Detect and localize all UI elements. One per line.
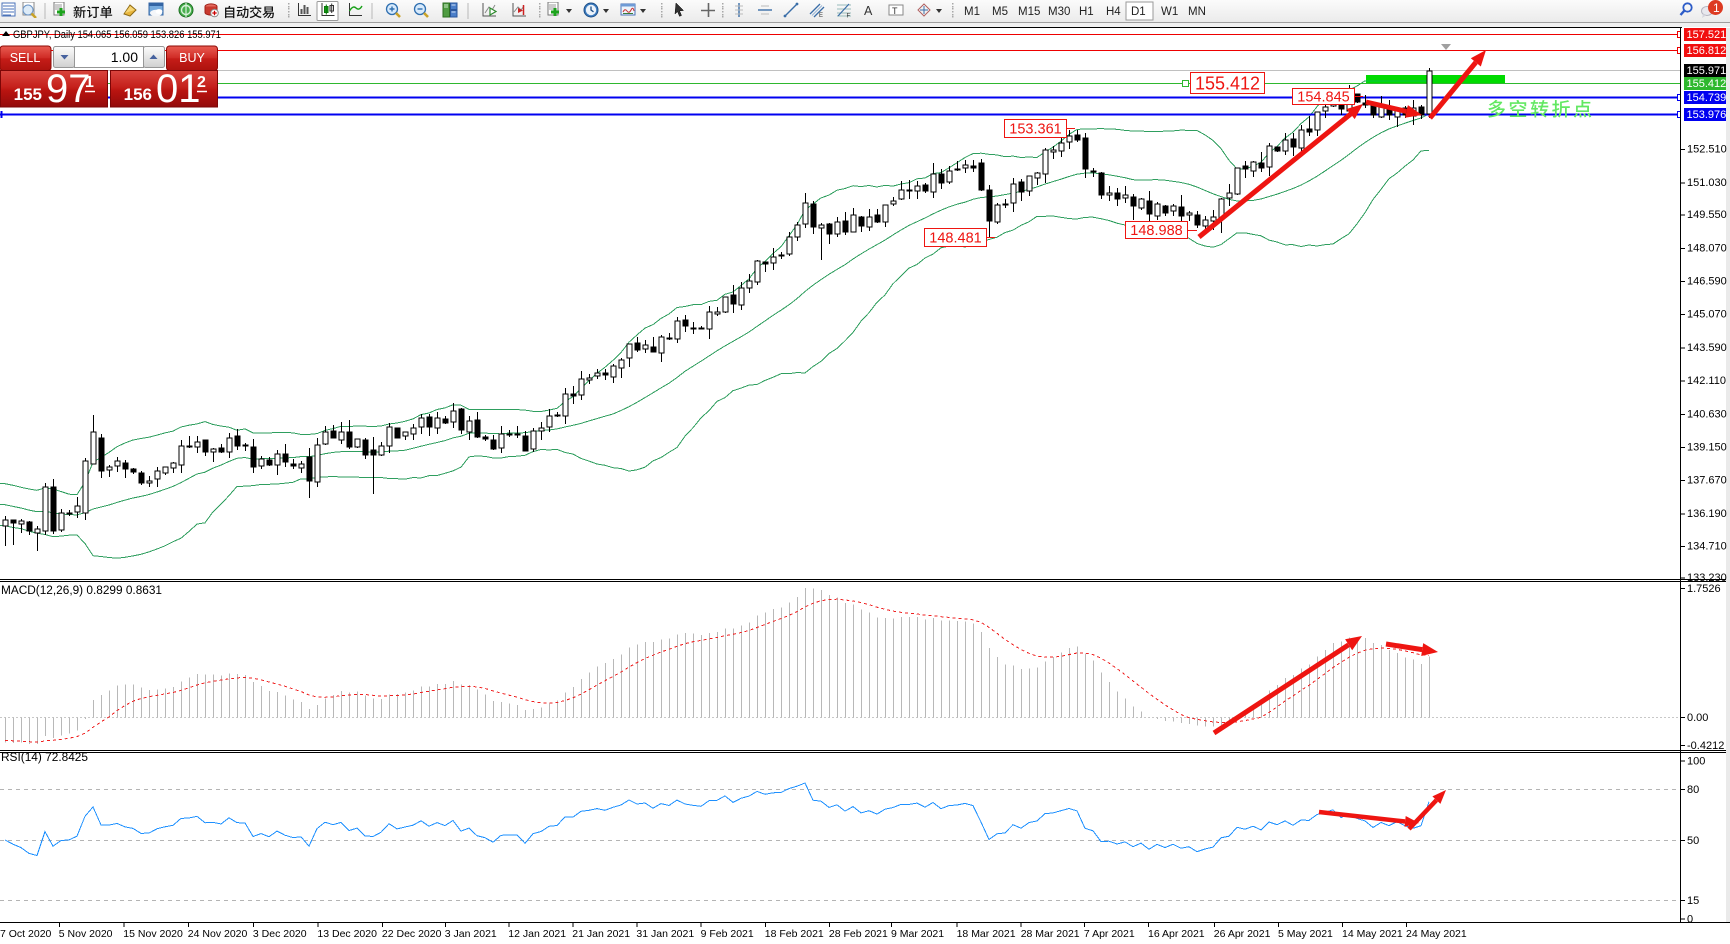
svg-text:E: E bbox=[819, 13, 823, 19]
svg-text:D1: D1 bbox=[1131, 6, 1146, 18]
svg-text:18 Mar 2021: 18 Mar 2021 bbox=[957, 928, 1016, 940]
svg-text:148.481: 148.481 bbox=[929, 231, 981, 247]
svg-text:M1: M1 bbox=[964, 6, 980, 18]
svg-text:1.00: 1.00 bbox=[111, 49, 138, 65]
svg-text:149.550: 149.550 bbox=[1687, 209, 1727, 221]
svg-text:137.670: 137.670 bbox=[1687, 475, 1727, 487]
svg-text:BUY: BUY bbox=[179, 51, 205, 65]
svg-text:97: 97 bbox=[46, 67, 91, 111]
svg-text:28 Feb 2021: 28 Feb 2021 bbox=[829, 928, 888, 940]
svg-text:F: F bbox=[847, 14, 851, 20]
svg-text:28 Mar 2021: 28 Mar 2021 bbox=[1021, 928, 1080, 940]
svg-text:26 Apr 2021: 26 Apr 2021 bbox=[1214, 928, 1271, 940]
svg-text:140.630: 140.630 bbox=[1687, 408, 1727, 420]
svg-text:18 Feb 2021: 18 Feb 2021 bbox=[765, 928, 824, 940]
svg-text:1: 1 bbox=[1713, 1, 1720, 15]
svg-text:M5: M5 bbox=[992, 6, 1008, 18]
svg-text:SELL: SELL bbox=[10, 51, 41, 65]
svg-text:-0.4212: -0.4212 bbox=[1687, 740, 1724, 752]
svg-text:153.976: 153.976 bbox=[1687, 109, 1727, 121]
svg-text:21 Jan 2021: 21 Jan 2021 bbox=[572, 928, 630, 940]
svg-text:153.361: 153.361 bbox=[1009, 122, 1061, 138]
svg-text:143.590: 143.590 bbox=[1687, 342, 1727, 354]
svg-text:100: 100 bbox=[1687, 756, 1705, 768]
svg-text:H1: H1 bbox=[1079, 6, 1094, 18]
svg-text:157.521: 157.521 bbox=[1687, 29, 1727, 41]
svg-text:152.510: 152.510 bbox=[1687, 143, 1727, 155]
svg-text:155: 155 bbox=[14, 85, 42, 104]
svg-text:31 Jan 2021: 31 Jan 2021 bbox=[636, 928, 694, 940]
svg-text:5 Nov 2020: 5 Nov 2020 bbox=[59, 928, 113, 940]
svg-text:12 Jan 2021: 12 Jan 2021 bbox=[508, 928, 566, 940]
svg-text:155.412: 155.412 bbox=[1195, 73, 1260, 93]
svg-text:146.590: 146.590 bbox=[1687, 275, 1727, 287]
svg-text:H4: H4 bbox=[1106, 6, 1121, 18]
svg-text:0: 0 bbox=[1687, 914, 1693, 926]
svg-text:142.110: 142.110 bbox=[1687, 375, 1726, 387]
svg-text:0.00: 0.00 bbox=[1687, 712, 1708, 724]
svg-text:80: 80 bbox=[1687, 784, 1699, 796]
svg-text:M30: M30 bbox=[1048, 6, 1070, 18]
svg-text:MN: MN bbox=[1188, 6, 1206, 18]
svg-text:T: T bbox=[892, 6, 898, 16]
svg-text:MACD(12,26,9) 0.8299 0.8631: MACD(12,26,9) 0.8299 0.8631 bbox=[1, 585, 162, 597]
svg-text:24 May 2021: 24 May 2021 bbox=[1406, 928, 1467, 940]
svg-text:134.710: 134.710 bbox=[1687, 541, 1727, 553]
svg-text:155.971: 155.971 bbox=[1687, 65, 1727, 77]
svg-text:15: 15 bbox=[1687, 895, 1699, 907]
svg-text:W1: W1 bbox=[1161, 6, 1178, 18]
svg-text:13 Dec 2020: 13 Dec 2020 bbox=[317, 928, 377, 940]
svg-text:156: 156 bbox=[124, 85, 152, 104]
svg-text:7 Oct 2020: 7 Oct 2020 bbox=[0, 928, 52, 940]
svg-text:RSI(14) 72.8425: RSI(14) 72.8425 bbox=[1, 752, 88, 764]
svg-text:154.739: 154.739 bbox=[1687, 92, 1727, 104]
svg-text:156.812: 156.812 bbox=[1687, 45, 1727, 57]
svg-text:136.190: 136.190 bbox=[1687, 508, 1727, 520]
svg-text:139.150: 139.150 bbox=[1687, 442, 1727, 454]
svg-text:3 Dec 2020: 3 Dec 2020 bbox=[253, 928, 307, 940]
svg-text:133.230: 133.230 bbox=[1687, 572, 1727, 584]
svg-text:22 Dec 2020: 22 Dec 2020 bbox=[382, 928, 442, 940]
svg-text:9 Feb 2021: 9 Feb 2021 bbox=[701, 928, 754, 940]
svg-text:1.7526: 1.7526 bbox=[1687, 583, 1721, 595]
svg-text:15 Nov 2020: 15 Nov 2020 bbox=[123, 928, 183, 940]
svg-text:GBPJPY, Daily 154.065 156.059: GBPJPY, Daily 154.065 156.059 153.826 15… bbox=[13, 29, 221, 41]
svg-text:16 Apr 2021: 16 Apr 2021 bbox=[1148, 928, 1205, 940]
svg-text:148.988: 148.988 bbox=[1130, 223, 1182, 239]
svg-text:3 Jan 2021: 3 Jan 2021 bbox=[445, 928, 497, 940]
svg-text:14 May 2021: 14 May 2021 bbox=[1342, 928, 1403, 940]
svg-text:155.412: 155.412 bbox=[1687, 78, 1727, 90]
svg-text:5 May 2021: 5 May 2021 bbox=[1278, 928, 1333, 940]
svg-text:145.070: 145.070 bbox=[1687, 309, 1727, 321]
svg-text:154.845: 154.845 bbox=[1297, 90, 1349, 106]
svg-text:50: 50 bbox=[1687, 835, 1699, 847]
svg-text:7 Apr 2021: 7 Apr 2021 bbox=[1084, 928, 1135, 940]
svg-text:2: 2 bbox=[197, 74, 206, 91]
svg-text:148.070: 148.070 bbox=[1687, 243, 1727, 255]
svg-text:151.030: 151.030 bbox=[1687, 177, 1727, 189]
svg-text:1: 1 bbox=[85, 74, 94, 91]
svg-text:M15: M15 bbox=[1018, 6, 1040, 18]
svg-text:9 Mar 2021: 9 Mar 2021 bbox=[891, 928, 944, 940]
svg-text:01: 01 bbox=[156, 67, 201, 111]
svg-text:24 Nov 2020: 24 Nov 2020 bbox=[188, 928, 248, 940]
svg-text:A: A bbox=[864, 4, 873, 18]
